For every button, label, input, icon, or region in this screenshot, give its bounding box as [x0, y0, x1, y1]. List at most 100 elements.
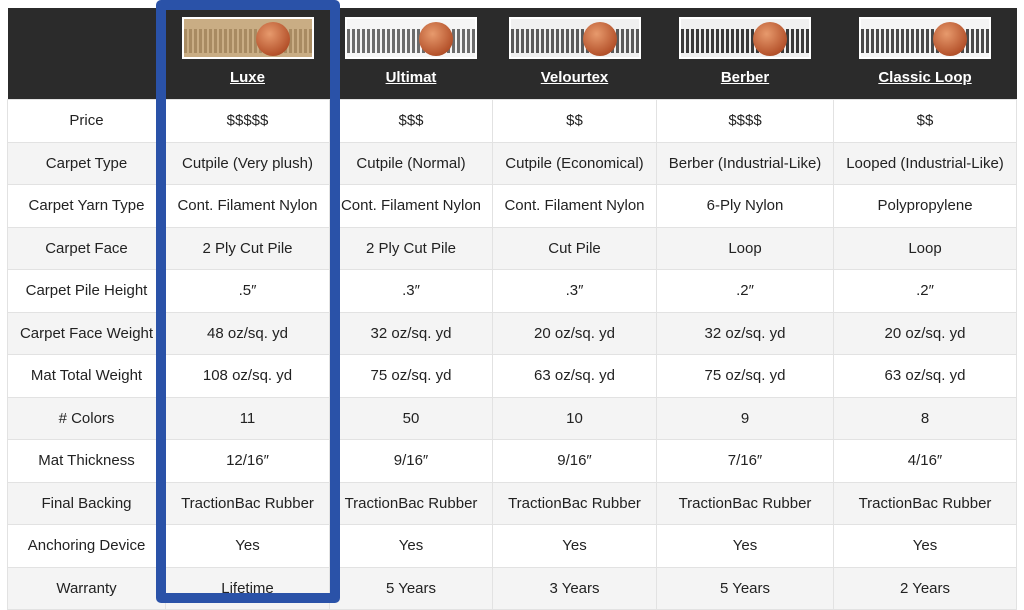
cell-value: 63 oz/sq. yd	[492, 354, 657, 398]
product-header-berber: Berber	[656, 8, 834, 100]
penny-icon	[419, 22, 453, 56]
cell-value: 48 oz/sq. yd	[165, 311, 330, 355]
cell-value: 108 oz/sq. yd	[165, 354, 330, 398]
cell-value: 32 oz/sq. yd	[329, 311, 493, 355]
cell-value: 11	[165, 396, 330, 440]
cell-value: 6-Ply Nylon	[656, 184, 834, 228]
carpet-sample-image[interactable]	[181, 17, 314, 59]
cell-value: Cont. Filament Nylon	[492, 184, 657, 228]
cell-value: Cont. Filament Nylon	[329, 184, 493, 228]
cell-value: .2″	[833, 269, 1017, 313]
cell-value: TractionBac Rubber	[329, 481, 493, 525]
header-row: Luxe Ultimat Velourtex Berber Classic Loop	[7, 8, 1017, 100]
row-label: Carpet Face	[7, 226, 166, 270]
penny-icon	[933, 22, 967, 56]
row-label: Mat Thickness	[7, 439, 166, 483]
table-row: Anchoring Device Yes Yes Yes Yes Yes	[7, 524, 1017, 568]
cell-value: 50	[329, 396, 493, 440]
carpet-sample-image[interactable]	[508, 17, 641, 59]
cell-value: Cutpile (Normal)	[329, 141, 493, 185]
cell-value: Yes	[833, 524, 1017, 568]
cell-value: 20 oz/sq. yd	[833, 311, 1017, 355]
cell-value: 5 Years	[656, 566, 834, 610]
cell-value: TractionBac Rubber	[656, 481, 834, 525]
product-link[interactable]: Classic Loop	[878, 69, 972, 86]
product-header-ultimat: Ultimat	[329, 8, 493, 100]
cell-value: Berber (Industrial-Like)	[656, 141, 834, 185]
cell-value: Loop	[833, 226, 1017, 270]
table-row: Carpet Face Weight 48 oz/sq. yd 32 oz/sq. …	[7, 311, 1017, 355]
table-row: Mat Total Weight 108 oz/sq. yd 75 oz/sq. y…	[7, 354, 1017, 398]
carpet-sample-image[interactable]	[345, 17, 477, 59]
cell-value: 75 oz/sq. yd	[656, 354, 834, 398]
cell-value: $$	[492, 99, 657, 143]
cell-value: 2 Years	[833, 566, 1017, 610]
header-empty-cell	[7, 8, 166, 100]
cell-value: 2 Ply Cut Pile	[165, 226, 330, 270]
cell-value: 75 oz/sq. yd	[329, 354, 493, 398]
row-label: # Colors	[7, 396, 166, 440]
row-label: Final Backing	[7, 481, 166, 525]
cell-value: 2 Ply Cut Pile	[329, 226, 493, 270]
table-row: Mat Thickness 12/16″ 9/16″ 9/16″ 7/16″ 4/16″	[7, 439, 1017, 483]
table-row: # Colors 11 50 10 9 8	[7, 396, 1017, 440]
cell-value: $$$$$	[165, 99, 330, 143]
cell-value: .2″	[656, 269, 834, 313]
row-label: Carpet Face Weight	[7, 311, 166, 355]
cell-value: 9	[656, 396, 834, 440]
cell-value: Cut Pile	[492, 226, 657, 270]
cell-value: TractionBac Rubber	[492, 481, 657, 525]
penny-icon	[753, 22, 787, 56]
cell-value: 63 oz/sq. yd	[833, 354, 1017, 398]
cell-value: $$$	[329, 99, 493, 143]
cell-value: .3″	[492, 269, 657, 313]
cell-value: Lifetime	[165, 566, 330, 610]
product-link[interactable]: Ultimat	[385, 69, 437, 86]
product-link[interactable]: Berber	[720, 69, 770, 86]
cell-value: Yes	[165, 524, 330, 568]
cell-value: 8	[833, 396, 1017, 440]
row-label: Mat Total Weight	[7, 354, 166, 398]
cell-value: 5 Years	[329, 566, 493, 610]
table-row: Carpet Type Cutpile (Very plush) Cutpile (…	[7, 141, 1017, 185]
product-link[interactable]: Luxe	[229, 69, 265, 86]
cell-value: Looped (Industrial-Like)	[833, 141, 1017, 185]
table-row: Carpet Face 2 Ply Cut Pile 2 Ply Cut Pile C…	[7, 226, 1017, 270]
cell-value: $$$$	[656, 99, 834, 143]
row-label: Price	[7, 99, 166, 143]
cell-value: Loop	[656, 226, 834, 270]
product-header-luxe: Luxe	[165, 8, 330, 100]
table-row: Warranty Lifetime 5 Years 3 Years 5 Years 2 Y…	[7, 566, 1017, 610]
cell-value: 20 oz/sq. yd	[492, 311, 657, 355]
row-label: Carpet Yarn Type	[7, 184, 166, 228]
cell-value: 32 oz/sq. yd	[656, 311, 834, 355]
product-header-classic-loop: Classic Loop	[833, 8, 1017, 100]
table-row: Price $$$$$ $$$ $$ $$$$ $$	[7, 99, 1017, 143]
table-row: Carpet Yarn Type Cont. Filament Nylon Cont…	[7, 184, 1017, 228]
carpet-sample-image[interactable]	[679, 17, 811, 59]
penny-icon	[255, 22, 290, 56]
product-link[interactable]: Velourtex	[540, 69, 609, 86]
cell-value: TractionBac Rubber	[165, 481, 330, 525]
cell-value: 7/16″	[656, 439, 834, 483]
comparison-table: Luxe Ultimat Velourtex Berber Classic Loop P…	[7, 8, 1017, 610]
cell-value: 9/16″	[329, 439, 493, 483]
cell-value: Cont. Filament Nylon	[165, 184, 330, 228]
row-label: Carpet Type	[7, 141, 166, 185]
cell-value: Cutpile (Very plush)	[165, 141, 330, 185]
cell-value: 10	[492, 396, 657, 440]
table-row: Carpet Pile Height .5″ .3″ .3″ .2″ .2″	[7, 269, 1017, 313]
table-row: Final Backing TractionBac Rubber TractionB…	[7, 481, 1017, 525]
cell-value: Yes	[329, 524, 493, 568]
product-header-velourtex: Velourtex	[492, 8, 657, 100]
row-label: Carpet Pile Height	[7, 269, 166, 313]
cell-value: Yes	[656, 524, 834, 568]
row-label: Warranty	[7, 566, 166, 610]
cell-value: 4/16″	[833, 439, 1017, 483]
cell-value: 12/16″	[165, 439, 330, 483]
penny-icon	[582, 22, 617, 56]
cell-value: 9/16″	[492, 439, 657, 483]
cell-value: 3 Years	[492, 566, 657, 610]
carpet-sample-image[interactable]	[859, 17, 991, 59]
cell-value: .3″	[329, 269, 493, 313]
